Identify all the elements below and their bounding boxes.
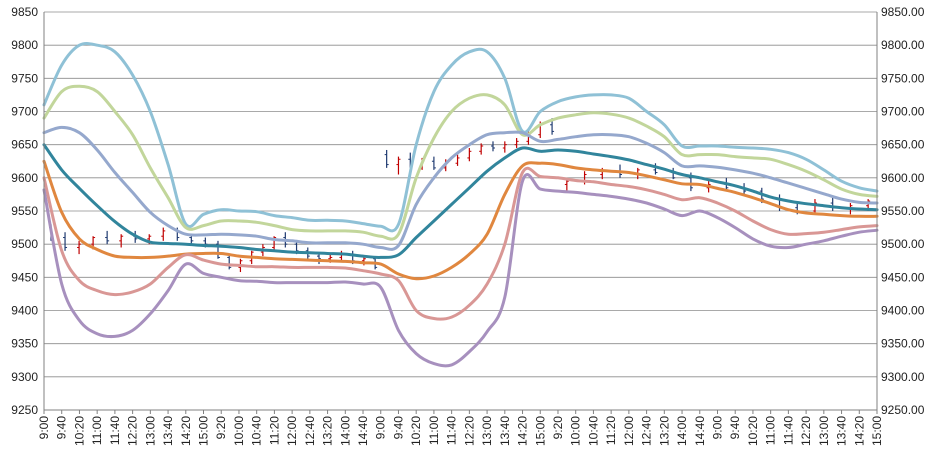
x-tick-label: 9:00	[374, 416, 388, 440]
y-tick-label-right: 9750.00	[881, 71, 925, 85]
y-tick-label-right: 9400.00	[881, 304, 925, 318]
y-tick-label: 9450	[11, 270, 38, 284]
x-tick-label: 9:40	[728, 416, 742, 440]
x-tick-label: 14:00	[675, 416, 689, 446]
x-tick-label: 13:00	[143, 416, 157, 446]
x-tick-label: 10:20	[72, 416, 86, 446]
x-tick-label: 9:20	[214, 416, 228, 440]
x-tick-label: 14:20	[852, 416, 866, 446]
x-tick-label: 14:00	[338, 416, 352, 446]
x-tick-label: 13:40	[835, 416, 849, 446]
y-tick-label: 9600	[11, 171, 38, 185]
x-tick-label: 14:20	[516, 416, 530, 446]
x-tick-label: 12:00	[285, 416, 299, 446]
y-axis-left-labels: 9250 9300 9350 9400 9450 9500 9550 9600 9650 9700…	[11, 5, 38, 417]
x-tick-label: 10:40	[586, 416, 600, 446]
x-tick-label: 11:00	[90, 416, 104, 445]
x-tick-label: 14:20	[179, 416, 193, 446]
y-tick-label-right: 9650.00	[881, 138, 925, 152]
x-tick-label: 11:40	[108, 416, 122, 445]
x-tick-label: 11:00	[764, 416, 778, 445]
x-tick-label: 12:40	[640, 416, 654, 446]
x-tick-label: 13:00	[480, 416, 494, 446]
y-tick-label-right: 9300.00	[881, 370, 925, 384]
x-tick-label: 12:20	[799, 416, 813, 446]
y-axis-right-labels: 9250.00 9300.00 9350.00 9400.00 9450.00 9500.…	[881, 5, 925, 417]
y-tick-label: 9650	[11, 138, 38, 152]
x-tick-label: 14:40	[693, 416, 707, 446]
x-tick-label: 11:40	[781, 416, 795, 445]
x-tick-label: 9:00	[710, 416, 724, 440]
y-tick-label: 9750	[11, 71, 38, 85]
x-tick-label: 15:00	[197, 416, 211, 446]
y-tick-label: 9700	[11, 105, 38, 119]
y-tick-label: 9250	[11, 403, 38, 417]
series-line-7	[42, 173, 879, 368]
x-tick-label: 13:20	[321, 416, 335, 446]
x-tick-label: 10:00	[569, 416, 583, 446]
y-tick-label: 9550	[11, 204, 38, 218]
x-tick-label: 14:40	[356, 416, 370, 446]
x-tick-label: 9:00	[37, 416, 51, 440]
y-tick-label: 9350	[11, 337, 38, 351]
x-tick-label: 12:00	[622, 416, 636, 446]
x-tick-label: 13:40	[498, 416, 512, 446]
series-line-1	[42, 41, 879, 233]
y-tick-label-right: 9250.00	[881, 403, 925, 417]
x-tick-label: 10:20	[746, 416, 760, 446]
x-axis-labels: 9:00 9:40 10:20 11:00 11:40 12:20 13:00 13:40 14…	[37, 416, 884, 446]
x-tick-label: 15:00	[533, 416, 547, 446]
x-tick-label: 11:20	[267, 416, 281, 445]
y-tick-label: 9500	[11, 237, 38, 251]
y-tick-label-right: 9550.00	[881, 204, 925, 218]
x-tick-label: 12:20	[126, 416, 140, 446]
x-tick-label: 10:40	[250, 416, 264, 446]
axes	[43, 12, 878, 414]
y-tick-label-right: 9500.00	[881, 237, 925, 251]
x-tick-label: 12:40	[303, 416, 317, 446]
y-tick-label: 9300	[11, 370, 38, 384]
y-tick-label-right: 9450.00	[881, 270, 925, 284]
x-tick-label: 15:00	[870, 416, 884, 446]
y-tick-label-right: 9850.00	[881, 5, 925, 19]
y-tick-label: 9400	[11, 304, 38, 318]
y-tick-label-right: 9600.00	[881, 171, 925, 185]
y-tick-label-right: 9800.00	[881, 38, 925, 52]
y-tick-label-right: 9700.00	[881, 105, 925, 119]
x-tick-label: 11:00	[427, 416, 441, 445]
series-line-6	[42, 166, 879, 321]
x-tick-label: 11:40	[445, 416, 459, 445]
series-lines	[42, 41, 879, 368]
x-tick-label: 13:40	[161, 416, 175, 446]
y-tick-label: 9850	[11, 5, 38, 19]
series-line-2	[42, 84, 879, 241]
series-line-3	[42, 125, 879, 251]
grid-lines	[44, 11, 877, 411]
x-tick-label: 10:20	[409, 416, 423, 446]
x-tick-label: 13:20	[657, 416, 671, 446]
series-line-4	[42, 143, 879, 259]
x-tick-label: 9:20	[551, 416, 565, 440]
y-tick-label: 9800	[11, 38, 38, 52]
y-tick-label-right: 9350.00	[881, 337, 925, 351]
x-tick-label: 12:20	[462, 416, 476, 446]
x-tick-label: 10:00	[232, 416, 246, 446]
x-tick-label: 13:00	[817, 416, 831, 446]
x-tick-label: 11:20	[604, 416, 618, 445]
x-tick-label: 9:40	[391, 416, 405, 440]
x-tick-label: 9:40	[55, 416, 69, 440]
